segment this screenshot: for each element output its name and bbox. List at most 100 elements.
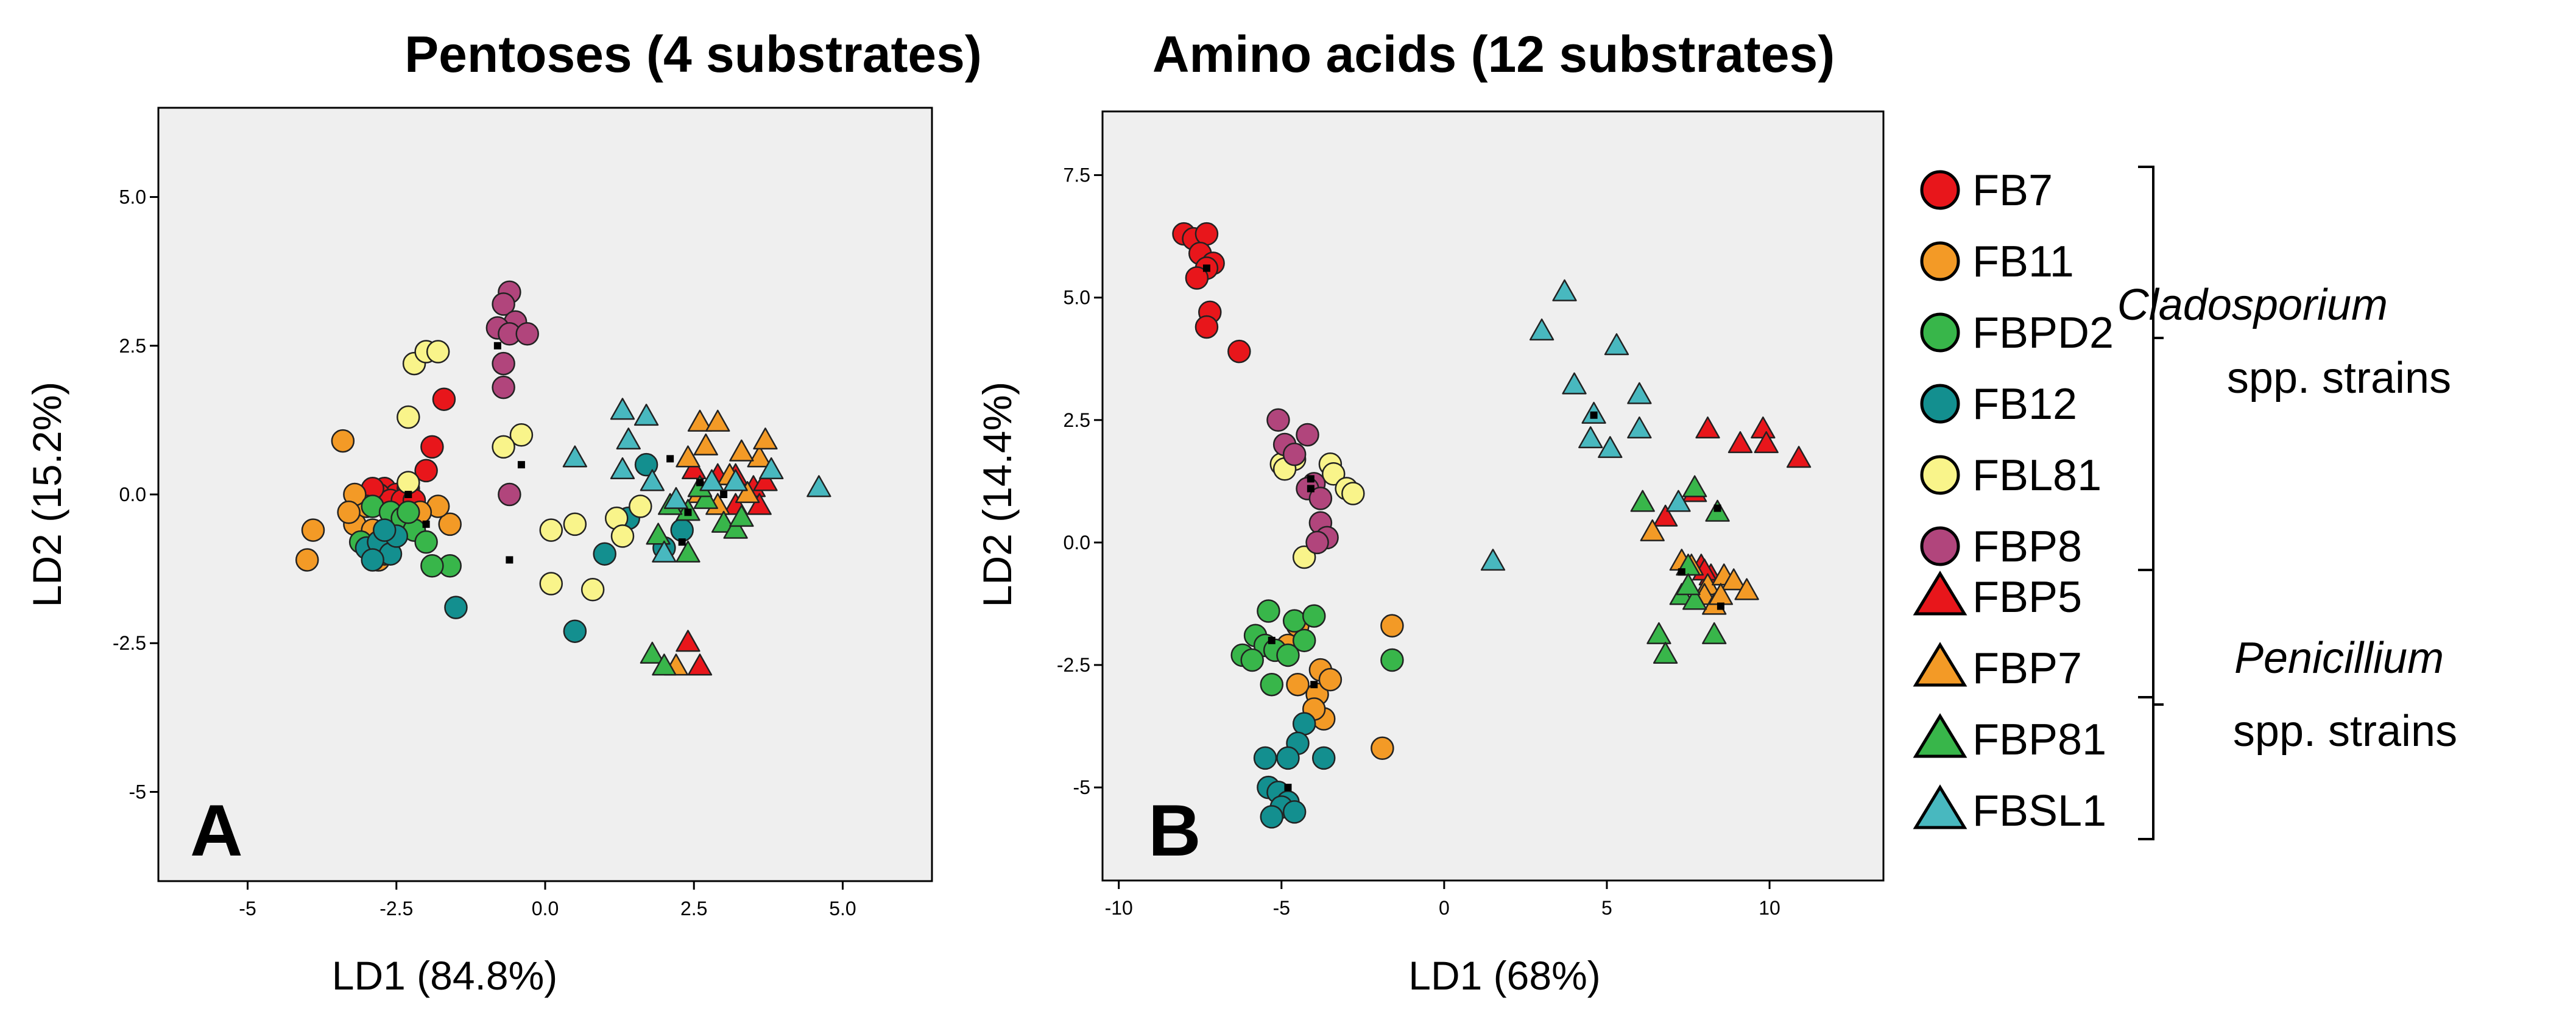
legend-circle-marker xyxy=(1920,455,1960,495)
data-point-circle xyxy=(414,459,438,483)
data-point-triangle xyxy=(753,469,778,491)
legend-group1-genus: Cladosporium xyxy=(2117,281,2388,329)
series-fbp81 xyxy=(1630,475,1730,664)
data-point-circle xyxy=(397,501,420,524)
panel-a-letter: A xyxy=(190,790,243,871)
panel-a-y-axis-label: LD2 (15.2%) xyxy=(24,382,69,608)
x-tick-label: -5 xyxy=(1273,897,1290,919)
legend-triangle-marker xyxy=(1913,784,1967,829)
data-point-circle xyxy=(444,596,468,619)
x-tick-label: 5 xyxy=(1601,897,1612,919)
legend-item-label: FB11 xyxy=(1972,237,2074,286)
data-point-triangle xyxy=(1666,490,1691,512)
data-point-triangle xyxy=(699,469,724,491)
data-point-triangle xyxy=(562,445,587,468)
data-point-circle xyxy=(1282,609,1307,633)
data-point-circle xyxy=(593,542,616,566)
data-point-triangle xyxy=(1646,622,1671,644)
legend-item-label: FB7 xyxy=(1972,166,2053,215)
data-point-triangle xyxy=(610,398,635,420)
y-tick-label: 0.0 xyxy=(119,483,146,505)
x-tick-label: 5.0 xyxy=(829,898,856,919)
data-point-triangle xyxy=(747,493,772,515)
group-centroid-marker xyxy=(1307,485,1314,493)
data-point-circle xyxy=(610,524,635,548)
data-point-circle xyxy=(629,494,652,518)
data-point-circle xyxy=(301,518,325,542)
data-point-triangle xyxy=(1604,333,1629,356)
panel-b-y-axis: 7.5 5.0 2.5 0.0 -2.5 -5 xyxy=(1057,164,1103,798)
data-point-circle xyxy=(1296,423,1319,447)
legend-item-label: FBL81 xyxy=(1972,451,2101,500)
data-point-circle xyxy=(1308,487,1333,510)
y-tick-label: 2.5 xyxy=(119,335,146,357)
x-tick-label: 2.5 xyxy=(680,898,707,919)
group-centroid-marker xyxy=(720,491,728,498)
data-point-triangle xyxy=(1529,318,1554,341)
panel-a-y-axis: 5.0 2.5 0.0 -2.5 -5 xyxy=(113,186,158,803)
panel-b-title: Amino acids (12 substrates) xyxy=(1152,26,1835,83)
panel-b-letter: B xyxy=(1148,790,1201,871)
data-point-triangle xyxy=(676,540,700,563)
data-point-circle xyxy=(414,530,438,554)
data-point-triangle xyxy=(687,653,713,676)
data-point-triangle xyxy=(676,445,700,468)
data-point-circle xyxy=(1282,442,1307,466)
data-point-triangle xyxy=(1682,588,1707,610)
data-point-circle xyxy=(331,429,355,453)
x-tick-label: 0.0 xyxy=(532,898,559,919)
group-centroid-marker xyxy=(1284,784,1292,792)
data-point-circle xyxy=(1266,408,1290,432)
data-point-circle xyxy=(426,340,450,364)
legend-item-label: FBP5 xyxy=(1972,573,2082,622)
data-point-circle xyxy=(295,548,319,572)
data-point-triangle xyxy=(723,516,748,539)
group-centroid-marker xyxy=(684,508,692,516)
data-point-triangle xyxy=(1598,436,1623,459)
data-point-triangle xyxy=(1653,504,1678,527)
data-point-triangle xyxy=(1721,568,1746,591)
data-point-triangle xyxy=(729,505,754,527)
data-point-circle xyxy=(1380,648,1404,672)
group-centroid-marker xyxy=(666,455,674,463)
y-tick-label: -5 xyxy=(1073,776,1090,798)
series-fbsl1 xyxy=(1480,279,1691,571)
data-point-triangle xyxy=(693,433,718,455)
group-centroid-marker xyxy=(517,461,525,469)
data-point-triangle xyxy=(652,653,677,676)
legend-group2-genus: Penicillium xyxy=(2234,634,2444,683)
legend-triangle-marker xyxy=(1913,713,1967,758)
y-tick-label: 5.0 xyxy=(119,186,146,208)
group-centroid-marker xyxy=(422,520,430,528)
group-centroid-marker xyxy=(1717,602,1724,610)
group-centroid-marker xyxy=(1310,681,1318,689)
data-point-triangle xyxy=(1786,446,1812,468)
series-fb12 xyxy=(355,452,694,643)
data-point-circle xyxy=(492,375,515,399)
legend-item-label: FB12 xyxy=(1972,380,2077,429)
panel-b-centroids xyxy=(1202,264,1724,792)
data-point-circle xyxy=(498,482,521,507)
legend-item-fbpd2: FBPD2 xyxy=(1920,309,2114,357)
data-point-circle xyxy=(492,292,515,316)
panel-a-plot-area xyxy=(157,107,933,882)
data-point-circle xyxy=(670,518,694,542)
data-point-triangle xyxy=(753,427,778,450)
y-tick-label: -2.5 xyxy=(1057,654,1090,676)
data-point-triangle xyxy=(1552,279,1577,301)
x-tick-label: -2.5 xyxy=(379,898,413,919)
legend-circle-marker xyxy=(1920,384,1960,424)
legend-item-fb11: FB11 xyxy=(1920,237,2074,286)
group-centroid-marker xyxy=(404,491,412,498)
data-point-triangle xyxy=(729,439,754,462)
legend-item-fbp5: FBP5 xyxy=(1913,571,2082,622)
data-point-triangle xyxy=(1695,416,1720,438)
data-point-circle xyxy=(1260,805,1284,829)
group-centroid-marker xyxy=(1202,264,1210,272)
data-point-circle xyxy=(1194,315,1219,339)
data-point-triangle xyxy=(1727,431,1753,454)
panel-a-centroids xyxy=(404,342,728,564)
group-centroid-marker xyxy=(696,479,704,487)
